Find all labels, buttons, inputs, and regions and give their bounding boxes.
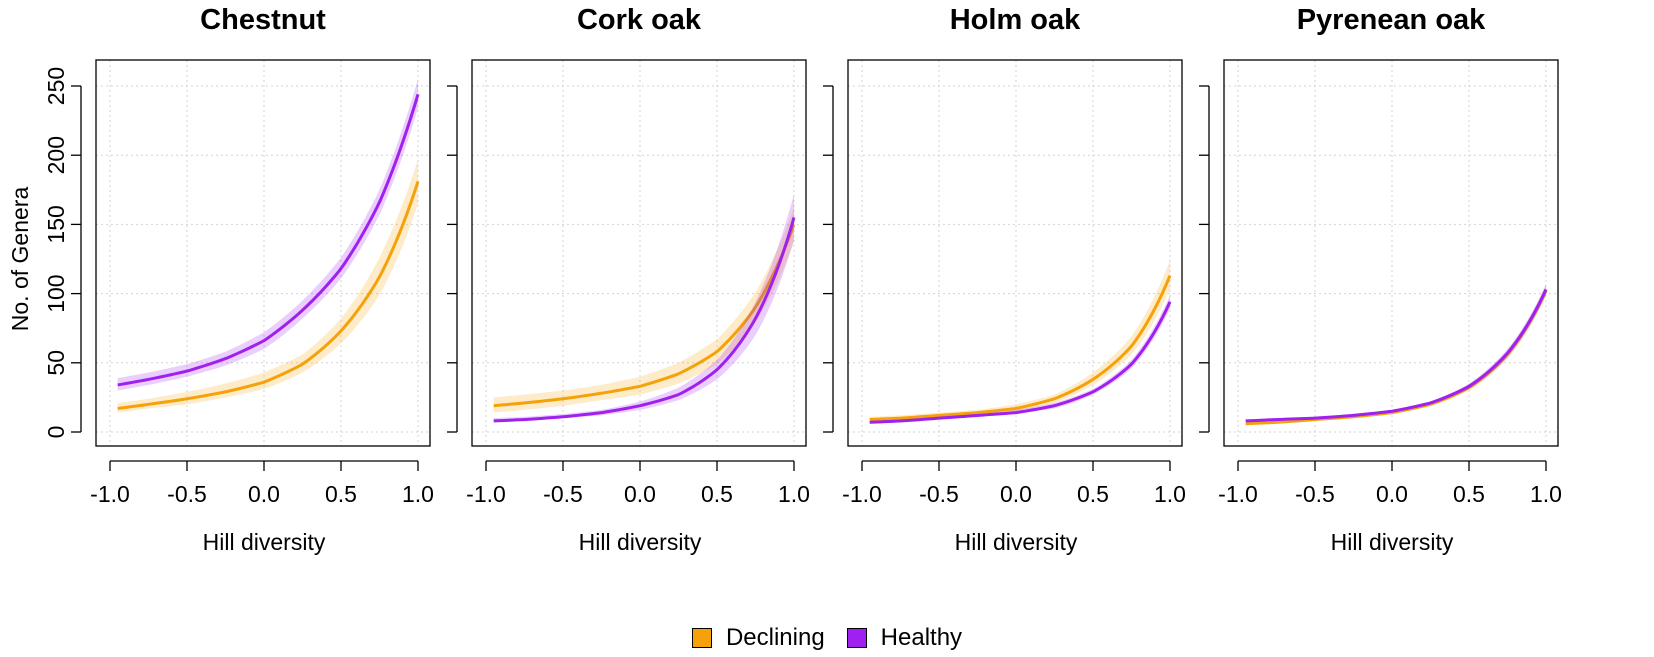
x-tick-label: 1.0	[1154, 481, 1186, 507]
x-axis-label: Hill diversity	[203, 529, 326, 555]
x-tick-label: 1.0	[402, 481, 434, 507]
chart-legend: Declining Healthy	[0, 620, 1654, 656]
x-axis-label: Hill diversity	[1331, 529, 1454, 555]
y-tick-label: 0	[43, 426, 69, 439]
line-holm-oak-healthy	[869, 301, 1172, 424]
band-pyrenean-oak-healthy	[1245, 283, 1546, 423]
x-axis-label: Hill diversity	[579, 529, 702, 555]
panel-title: Cork oak	[577, 4, 702, 36]
x-tick-label: -0.5	[1295, 481, 1335, 507]
line-chestnut-declining	[117, 181, 420, 410]
legend-swatch-healthy	[846, 628, 867, 648]
plot-frame	[1223, 59, 1559, 447]
line-chestnut-healthy	[117, 93, 420, 387]
panel-pyrenean-oak: -1.0 -0.5 0.0 0.5 1.0 Pyrenean oak Hill divers…	[1199, 4, 1562, 555]
legend-label-healthy: Healthy	[880, 624, 963, 651]
panel-chestnut: -1.0 -0.5 0.0 0.5 1.0 0 50 100 150 200 250 Chestnut…	[7, 4, 434, 555]
x-tick-label: -0.5	[167, 481, 207, 507]
panel-holm-oak: -1.0 -0.5 0.0 0.5 1.0 Holm oak Hill diversity	[823, 4, 1186, 555]
y-tick-label: 200	[43, 136, 69, 174]
band-cork-oak-healthy	[493, 193, 794, 423]
legend-item-healthy: Healthy	[846, 624, 963, 652]
line-holm-oak-declining	[869, 275, 1172, 422]
plot-frame	[471, 59, 807, 447]
panel-title: Chestnut	[200, 4, 326, 36]
y-tick-label: 250	[43, 67, 69, 105]
legend-label-declining: Declining	[725, 624, 825, 651]
x-tick-label: 0.0	[248, 481, 280, 507]
y-tick-label: 150	[43, 205, 69, 243]
band-cork-oak-declining	[493, 207, 794, 413]
line-cork-oak-healthy	[493, 217, 796, 423]
x-tick-label: 0.0	[624, 481, 656, 507]
band-holm-oak-declining	[869, 260, 1170, 421]
x-tick-label: -0.5	[543, 481, 583, 507]
x-tick-label: -1.0	[842, 481, 882, 507]
x-tick-label: 1.0	[778, 481, 810, 507]
x-tick-label: -1.0	[466, 481, 506, 507]
x-tick-label: 0.0	[1376, 481, 1408, 507]
plot-frame	[95, 59, 431, 447]
y-axis-label: No. of Genera	[7, 187, 33, 332]
panel-title: Pyrenean oak	[1297, 4, 1486, 36]
x-tick-label: -1.0	[90, 481, 130, 507]
x-tick-label: -1.0	[1218, 481, 1258, 507]
plot-frame	[847, 59, 1183, 447]
x-tick-label: 0.5	[1453, 481, 1485, 507]
x-tick-label: 0.5	[1077, 481, 1109, 507]
line-pyrenean-oak-healthy	[1245, 288, 1548, 423]
x-tick-label: -0.5	[919, 481, 959, 507]
chart-figure: -1.0 -0.5 0.0 0.5 1.0 0 50 100 150 200 250 Chestnut…	[7, 4, 1562, 555]
x-tick-label: 1.0	[1530, 481, 1562, 507]
band-chestnut-healthy	[117, 79, 418, 391]
legend-item-declining: Declining	[691, 624, 825, 652]
y-tick-label: 100	[43, 274, 69, 312]
panel-title: Holm oak	[950, 4, 1081, 36]
band-pyrenean-oak-declining	[1245, 285, 1546, 426]
x-tick-label: 0.0	[1000, 481, 1032, 507]
y-tick-label: 50	[43, 350, 69, 376]
x-tick-label: 0.5	[701, 481, 733, 507]
x-tick-label: 0.5	[325, 481, 357, 507]
line-cork-oak-declining	[493, 223, 796, 408]
x-axis-label: Hill diversity	[955, 529, 1078, 555]
panel-cork-oak: -1.0 -0.5 0.0 0.5 1.0 Cork oak Hill diversity	[447, 4, 810, 555]
legend-swatch-declining	[691, 628, 712, 648]
